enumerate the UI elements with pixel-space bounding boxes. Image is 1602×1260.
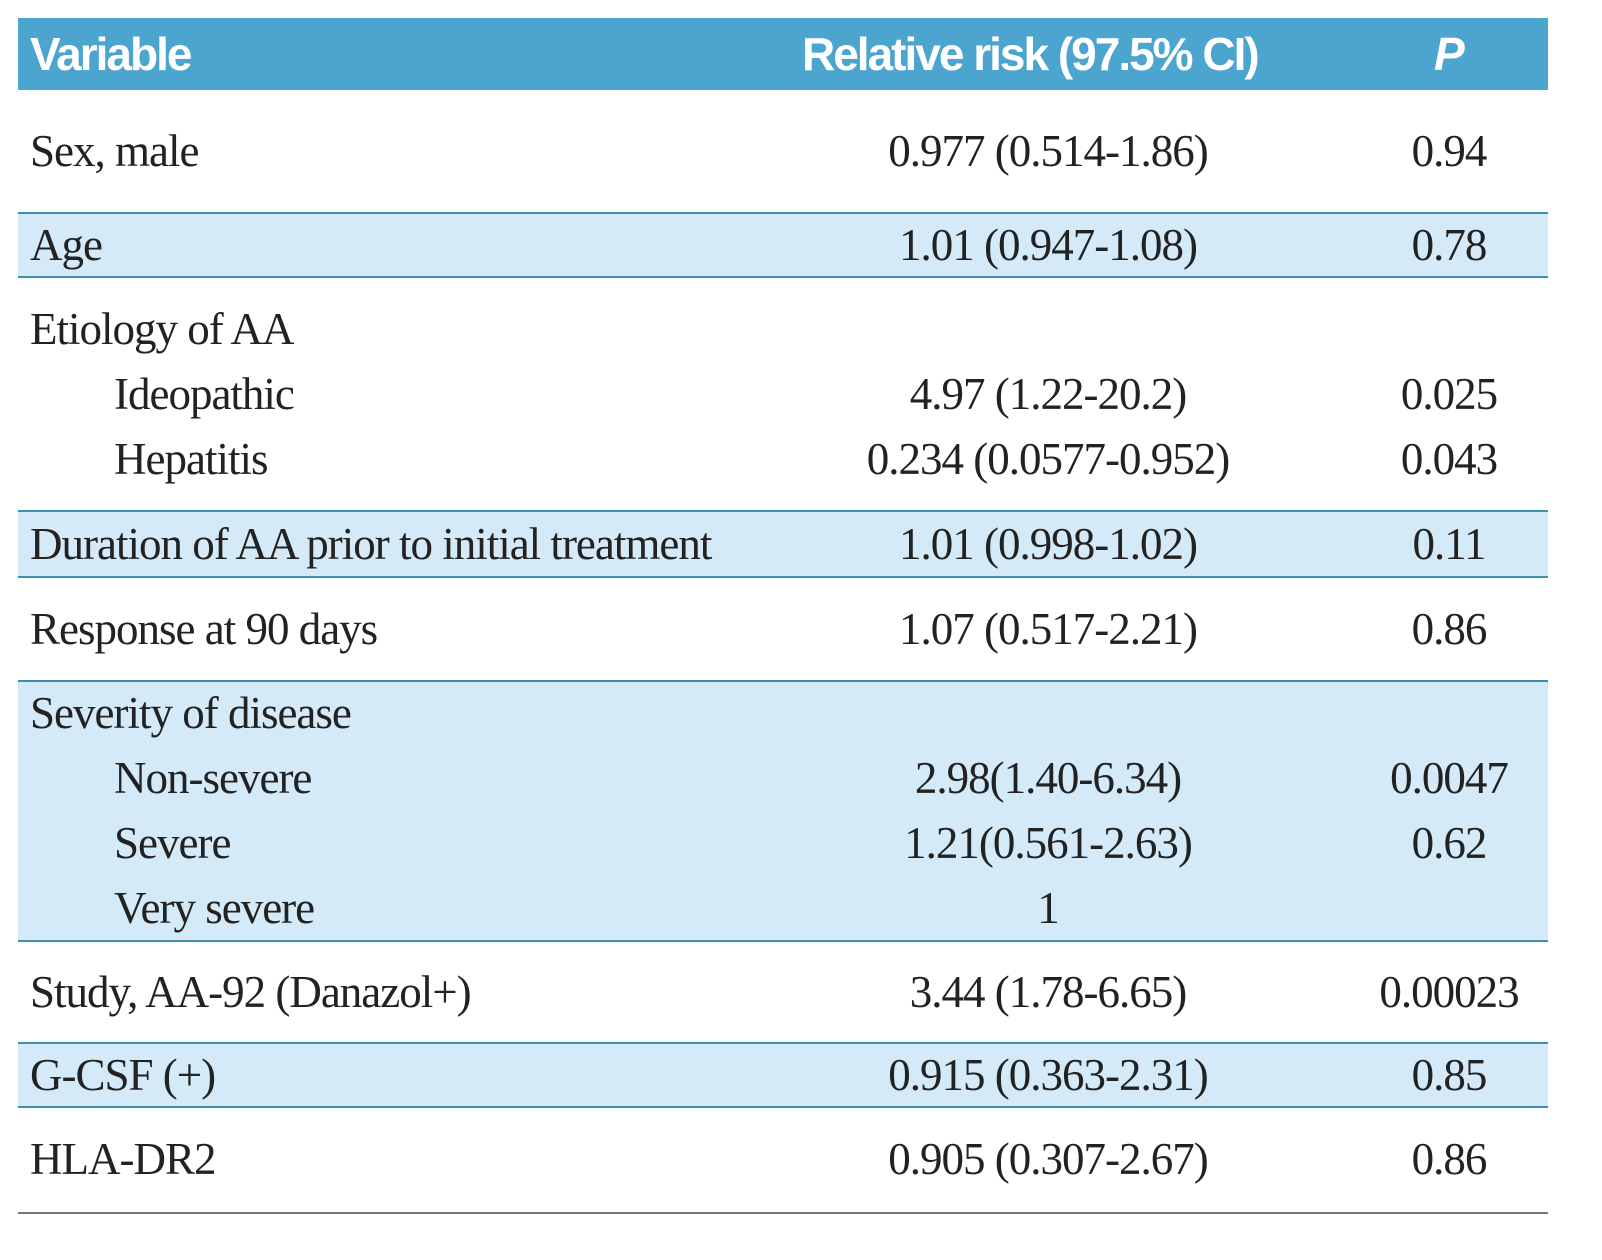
risk-cell: 1 — [1037, 883, 1060, 933]
row-group: Study, AA-92 (Danazol+) 3.44 (1.78-6.65) 0… — [18, 942, 1548, 1042]
variable-cell: Severity of disease — [30, 688, 352, 738]
p-value-cell: 0.94 — [1411, 125, 1488, 176]
variable-cell: Ideopathic — [114, 368, 295, 419]
header-cell: P — [1434, 28, 1465, 80]
table-row: Ideopathic 4.97 (1.22-20.2) 0.025 — [18, 362, 1548, 427]
row-group: G-CSF (+) 0.915 (0.363-2.31) 0.85 — [18, 1042, 1548, 1108]
risk-cell: 0.915 (0.363-2.31) — [888, 1049, 1208, 1100]
table-header: Variable Relative risk (97.5% CI) P — [18, 18, 1548, 90]
variable-cell: Response at 90 days — [30, 603, 378, 654]
variable-cell: Non-severe — [114, 753, 312, 803]
variable-cell: HLA-DR2 — [30, 1133, 216, 1184]
risk-cell: 1.21(0.561-2.63) — [904, 818, 1193, 868]
risk-cell: 1.01 (0.947-1.08) — [899, 219, 1198, 270]
p-value-cell: 0.86 — [1411, 1133, 1488, 1184]
risk-cell: 0.977 (0.514-1.86) — [888, 125, 1208, 176]
table-row: Very severe 1 — [18, 876, 1548, 941]
header-cell: Relative risk (97.5% CI) — [802, 28, 1260, 80]
p-value-cell: 0.85 — [1411, 1049, 1488, 1100]
variable-cell: Hepatitis — [114, 433, 268, 484]
risk-cell: 1.01 (0.998-1.02) — [899, 518, 1198, 569]
row-group: Severity of disease Non-severe 2.98(1.40-6… — [18, 680, 1548, 942]
variable-cell: Sex, male — [30, 125, 199, 176]
table-row: G-CSF (+) 0.915 (0.363-2.31) 0.85 — [18, 1043, 1548, 1108]
row-group: Age 1.01 (0.947-1.08) 0.78 — [18, 212, 1548, 278]
p-value-cell: 0.00023 — [1379, 966, 1519, 1017]
p-value-cell: 0.62 — [1411, 818, 1488, 868]
risk-cell: 4.97 (1.22-20.2) — [909, 368, 1187, 419]
risk-cell: 1.07 (0.517-2.21) — [899, 603, 1198, 654]
variable-cell: Study, AA-92 (Danazol+) — [30, 966, 472, 1017]
variable-cell: Etiology of AA — [30, 303, 294, 354]
bottom-rule — [18, 1212, 1548, 1214]
p-value-cell: 0.86 — [1411, 603, 1488, 654]
row-group: Response at 90 days 1.07 (0.517-2.21) 0.86 — [18, 578, 1548, 680]
risk-cell: 2.98(1.40-6.34) — [914, 753, 1182, 803]
row-group: Etiology of AA Ideopathic 4.97 (1.22-20.2)… — [18, 278, 1548, 510]
risk-cell: 0.234 (0.0577-0.952) — [866, 433, 1230, 484]
table-row: Severity of disease — [18, 681, 1548, 746]
p-value-cell: 0.025 — [1400, 368, 1498, 419]
variable-cell: Duration of AA prior to initial treatmen… — [30, 518, 712, 569]
table-row: Duration of AA prior to initial treatmen… — [18, 512, 1548, 577]
row-group: Duration of AA prior to initial treatmen… — [18, 510, 1548, 578]
p-value-cell: 0.0047 — [1390, 753, 1509, 803]
table-row: Study, AA-92 (Danazol+) 3.44 (1.78-6.65) 0… — [18, 960, 1548, 1025]
row-group: Sex, male 0.977 (0.514-1.86) 0.94 — [18, 90, 1548, 212]
table-row: Age 1.01 (0.947-1.08) 0.78 — [18, 213, 1548, 278]
table-row: Severe 1.21(0.561-2.63) 0.62 — [18, 811, 1548, 876]
variable-cell: Age — [30, 219, 103, 270]
risk-cell: 3.44 (1.78-6.65) — [909, 966, 1187, 1017]
variable-cell: Severe — [114, 818, 231, 868]
p-value-cell: 0.11 — [1412, 518, 1486, 569]
table-row: Hepatitis 0.234 (0.0577-0.952) 0.043 — [18, 427, 1548, 492]
p-value-cell: 0.78 — [1411, 219, 1488, 270]
table-row: Response at 90 days 1.07 (0.517-2.21) 0.86 — [18, 597, 1548, 662]
risk-cell: 0.905 (0.307-2.67) — [888, 1133, 1208, 1184]
variable-cell: G-CSF (+) — [30, 1049, 216, 1100]
table-row: Non-severe 2.98(1.40-6.34) 0.0047 — [18, 746, 1548, 811]
header-cell: Variable — [30, 28, 192, 80]
variable-cell: Very severe — [114, 883, 315, 933]
table-row: Etiology of AA — [18, 297, 1548, 362]
row-group: HLA-DR2 0.905 (0.307-2.67) 0.86 — [18, 1108, 1548, 1210]
p-value-cell: 0.043 — [1400, 433, 1498, 484]
table-row: HLA-DR2 0.905 (0.307-2.67) 0.86 — [18, 1127, 1548, 1192]
table-row: Sex, male 0.977 (0.514-1.86) 0.94 — [18, 119, 1548, 184]
